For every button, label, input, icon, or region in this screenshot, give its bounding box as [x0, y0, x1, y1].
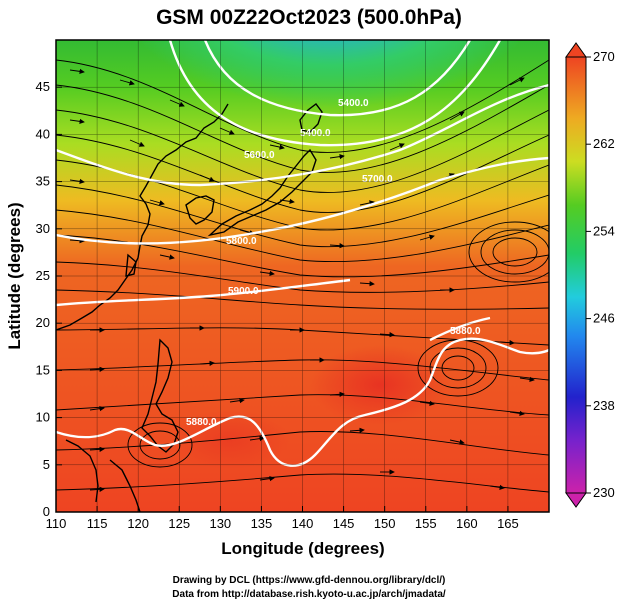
- contour-label: 5600.0: [244, 150, 275, 161]
- x-tick-label: 120: [127, 516, 149, 531]
- y-tick-label: 40: [36, 126, 50, 141]
- credit-data: Data from http://database.rish.kyoto-u.a…: [172, 589, 446, 600]
- contour-label: 5880.0: [186, 417, 217, 428]
- x-tick-label: 145: [333, 516, 355, 531]
- y-tick-label: 25: [36, 268, 50, 283]
- x-tick-label: 150: [374, 516, 396, 531]
- x-tick-label: 110: [46, 516, 67, 531]
- x-tick-label: 135: [251, 516, 273, 531]
- x-axis-ticks: 110 115 120 125 130 135 140 145 150 155 160 165: [46, 506, 519, 531]
- colorbar-labels: 230 238 246 254 262 270: [586, 49, 615, 500]
- temperature-field: 5400.0 5400.0 5600.0 5700.0 5800.0 5900.…: [56, 40, 549, 512]
- y-tick-label: 15: [36, 362, 50, 377]
- colorbar: 230 238 246 254 262 270: [565, 42, 615, 508]
- colorbar-min-triangle: [565, 492, 587, 508]
- y-tick-label: 20: [36, 315, 50, 330]
- x-tick-label: 125: [168, 516, 190, 531]
- contour-label: 5800.0: [226, 236, 257, 247]
- x-tick-label: 115: [87, 516, 108, 531]
- colorbar-gradient: [565, 56, 587, 494]
- contour-labels: 5400.0 5400.0 5600.0 5700.0 5800.0 5900.…: [186, 98, 481, 428]
- contour-label: 5400.0: [300, 128, 331, 139]
- y-axis-label: Latitude (degrees): [5, 202, 24, 349]
- colorbar-tick-label: 230: [593, 485, 615, 500]
- contour-label: 5400.0: [338, 98, 369, 109]
- contour-label: 5900.0: [228, 286, 259, 297]
- contour-label: 5700.0: [362, 174, 393, 185]
- y-tick-label: 5: [43, 457, 50, 472]
- y-tick-label: 35: [36, 174, 50, 189]
- x-tick-label: 160: [456, 516, 478, 531]
- x-axis-label: Longitude (degrees): [221, 539, 384, 558]
- colorbar-tick-label: 238: [593, 398, 615, 413]
- y-tick-label: 30: [36, 221, 50, 236]
- x-tick-label: 155: [415, 516, 437, 531]
- x-tick-label: 130: [209, 516, 231, 531]
- y-tick-label: 10: [36, 410, 50, 425]
- height-contours: [56, 40, 549, 467]
- colorbar-tick-label: 262: [593, 136, 615, 151]
- x-tick-label: 140: [292, 516, 314, 531]
- colorbar-max-triangle: [565, 42, 587, 58]
- contour-label: 5880.0: [450, 326, 481, 337]
- wind-arrows: [69, 68, 535, 493]
- colorbar-tick-label: 246: [593, 311, 615, 326]
- map-title: GSM 00Z22Oct2023 (500.0hPa): [156, 6, 462, 29]
- y-tick-label: 0: [43, 504, 50, 519]
- gridlines: [56, 40, 549, 512]
- y-tick-label: 45: [36, 79, 50, 94]
- x-tick-label: 165: [497, 516, 519, 531]
- y-axis-ticks: 0 5 10 15 20 25 30 35 40 45: [36, 79, 62, 519]
- colorbar-tick-label: 254: [593, 223, 615, 238]
- colorbar-tick-label: 270: [593, 49, 615, 64]
- credit-drawing: Drawing by DCL (https://www.gfd-dennou.o…: [173, 575, 446, 586]
